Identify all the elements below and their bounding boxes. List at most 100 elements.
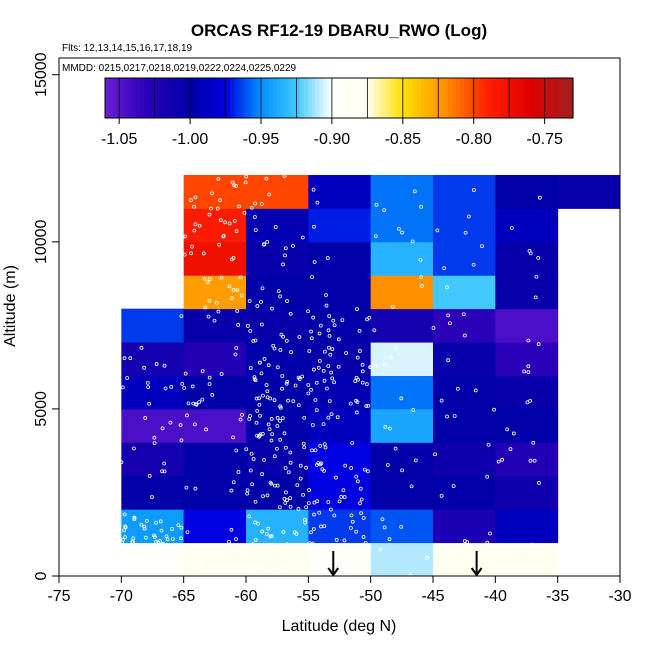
- observation-point: [269, 438, 274, 443]
- observation-point: [261, 494, 265, 499]
- heatmap-cell: [183, 208, 247, 243]
- observation-point: [259, 202, 264, 206]
- observation-point: [288, 460, 293, 465]
- observation-point: [259, 299, 263, 304]
- observation-point: [393, 345, 398, 350]
- observation-point: [253, 567, 258, 572]
- observation-point: [532, 458, 537, 463]
- observation-point: [526, 370, 531, 375]
- colorbar-segment: [569, 78, 574, 118]
- observation-point: [267, 192, 272, 197]
- observation-point: [277, 505, 282, 510]
- x-axis-label: Latitude (deg N): [282, 618, 397, 635]
- observation-point: [242, 210, 247, 215]
- observation-point: [104, 412, 109, 417]
- observation-point: [176, 570, 180, 575]
- observation-point: [193, 486, 198, 491]
- colorbar-segment: [280, 78, 285, 118]
- observation-point: [306, 309, 310, 314]
- observation-point: [115, 476, 120, 481]
- observation-point: [361, 516, 366, 520]
- colorbar-segment: [245, 78, 250, 118]
- heatmap-cell: [495, 208, 559, 243]
- colorbar-segment: [179, 78, 184, 118]
- observation-point: [332, 323, 337, 328]
- observation-point: [163, 386, 168, 391]
- observation-point: [391, 304, 395, 309]
- heatmap-cell: [183, 174, 247, 209]
- observation-point: [193, 195, 198, 200]
- colorbar-segment: [151, 78, 157, 118]
- colorbar-segment: [167, 78, 172, 118]
- y-tick-label: 0: [33, 571, 50, 580]
- colorbar-tick-label: -0.85: [385, 131, 422, 148]
- observation-point: [265, 389, 270, 394]
- heatmap-cell: [433, 342, 496, 376]
- observation-point: [285, 498, 289, 503]
- observation-point: [419, 275, 424, 280]
- observation-point: [445, 414, 449, 419]
- observation-point: [177, 553, 181, 557]
- observation-point: [235, 309, 240, 313]
- observation-point: [161, 547, 166, 552]
- observation-point: [122, 512, 127, 517]
- colorbar-segment: [206, 78, 211, 118]
- heatmap-cell: [121, 375, 185, 410]
- observation-point: [413, 458, 418, 463]
- observation-point: [382, 208, 387, 213]
- observation-point: [116, 501, 121, 506]
- observation-point: [330, 376, 335, 381]
- observation-point: [292, 530, 297, 535]
- observation-point: [382, 525, 387, 530]
- observation-point: [223, 220, 228, 225]
- observation-point: [418, 257, 423, 262]
- observation-point: [323, 349, 327, 354]
- observation-point: [146, 385, 151, 390]
- observation-point: [312, 260, 317, 264]
- observation-point: [275, 416, 280, 420]
- observation-point: [363, 541, 368, 545]
- observation-point: [496, 459, 501, 464]
- observation-point: [234, 537, 238, 541]
- observation-point: [219, 275, 224, 280]
- y-tick-label: 15000: [33, 52, 50, 97]
- observation-point: [97, 317, 102, 322]
- observation-point: [142, 526, 147, 531]
- observation-point: [342, 538, 347, 543]
- observation-point: [250, 482, 254, 487]
- heatmap-cell: [121, 509, 185, 544]
- observation-point: [431, 326, 436, 330]
- heatmap-cell: [308, 208, 372, 243]
- arrow-markers: [327, 550, 483, 577]
- observation-point: [202, 276, 207, 281]
- observation-point: [194, 402, 199, 407]
- observation-point: [231, 287, 236, 292]
- observation-point: [463, 230, 468, 235]
- y-axis: 0 5000 10000 15000: [33, 52, 59, 580]
- colorbar-segment: [319, 78, 324, 118]
- heatmap-cell: [495, 174, 559, 209]
- observation-point: [385, 463, 390, 467]
- observation-point: [316, 461, 321, 466]
- observation-point: [318, 444, 323, 448]
- observation-point: [253, 520, 257, 525]
- heatmap-cell: [495, 475, 559, 510]
- observation-point: [132, 551, 136, 556]
- observation-point: [248, 366, 253, 370]
- observation-point: [180, 381, 185, 386]
- observation-point: [204, 427, 208, 432]
- observation-point: [399, 396, 404, 401]
- observation-point: [273, 551, 278, 556]
- observation-point: [190, 384, 195, 389]
- observation-point: [311, 315, 316, 320]
- observation-point: [170, 537, 175, 541]
- observation-point: [445, 285, 449, 290]
- observation-point: [355, 544, 360, 549]
- observation-point: [433, 452, 437, 457]
- observation-point: [324, 303, 329, 308]
- observation-point: [197, 223, 202, 228]
- observation-point: [314, 408, 319, 413]
- colorbar-segment: [264, 78, 270, 118]
- observation-point: [451, 484, 456, 489]
- colorbar-segment: [253, 78, 258, 118]
